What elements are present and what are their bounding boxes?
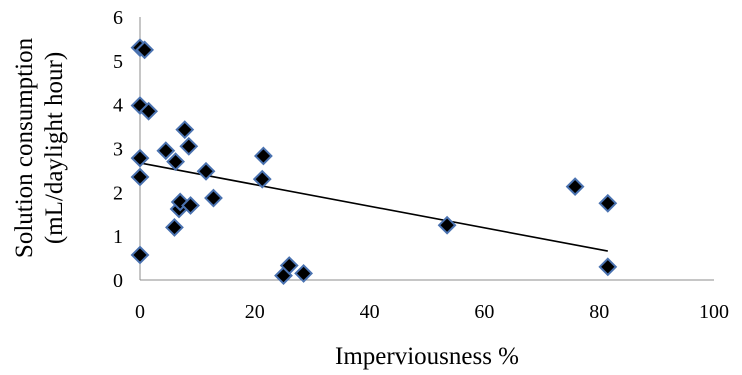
data-point bbox=[139, 101, 159, 121]
y-tick-label: 1 bbox=[113, 226, 123, 248]
data-point bbox=[179, 136, 199, 156]
y-tick-label: 3 bbox=[113, 139, 123, 161]
x-axis-title: Imperviousness % bbox=[335, 343, 519, 370]
x-tick-labels: 0 20 40 60 80 100 bbox=[135, 301, 729, 323]
data-point bbox=[253, 146, 273, 166]
x-tick-label: 20 bbox=[245, 301, 265, 323]
data-point bbox=[598, 193, 618, 213]
data-point bbox=[181, 196, 200, 215]
data-point bbox=[204, 188, 223, 208]
data-point bbox=[130, 245, 150, 265]
y-tick-label: 4 bbox=[113, 95, 123, 117]
x-tick-label: 0 bbox=[135, 301, 145, 323]
x-tick-label: 40 bbox=[360, 301, 380, 323]
data-point bbox=[156, 141, 176, 161]
x-tick-label: 80 bbox=[589, 301, 609, 323]
data-point bbox=[598, 257, 618, 277]
y-tick-labels: 0 1 2 3 4 5 6 bbox=[113, 7, 123, 292]
data-point bbox=[130, 167, 150, 187]
data-point bbox=[196, 161, 216, 181]
data-point bbox=[437, 215, 457, 235]
y-axis-title-line-1: Solution consumption bbox=[11, 37, 38, 258]
data-point bbox=[279, 256, 299, 275]
plot-area bbox=[130, 17, 714, 286]
data-point bbox=[165, 217, 184, 237]
y-tick-label: 2 bbox=[113, 182, 123, 204]
data-point bbox=[130, 148, 150, 168]
data-point bbox=[565, 177, 585, 197]
y-tick-label: 6 bbox=[113, 7, 123, 29]
y-axis-title-line-2: (mL/daylight hour) bbox=[41, 52, 68, 244]
x-tick-label: 100 bbox=[699, 301, 729, 323]
data-point bbox=[135, 40, 155, 60]
y-tick-label: 5 bbox=[113, 51, 123, 73]
x-tick-label: 60 bbox=[474, 301, 494, 323]
data-point bbox=[294, 264, 314, 283]
y-tick-label: 0 bbox=[113, 270, 123, 292]
y-axis-title: Solution consumption (mL/daylight hour) bbox=[11, 37, 68, 258]
data-point bbox=[175, 120, 195, 140]
trendline bbox=[139, 162, 608, 252]
data-point bbox=[166, 152, 186, 172]
data-point bbox=[252, 169, 272, 189]
